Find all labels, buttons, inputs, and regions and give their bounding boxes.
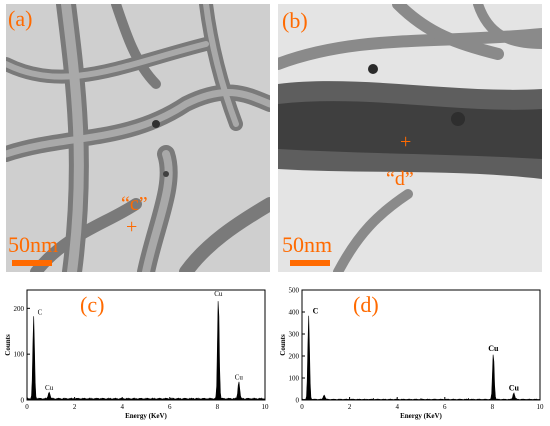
x-tick-label: 2 bbox=[348, 403, 352, 411]
point-marker-c: “c” bbox=[121, 193, 148, 215]
peak-label: Cu bbox=[45, 384, 54, 392]
x-tick-label: 0 bbox=[25, 403, 29, 411]
x-axis-label: Energy (KeV) bbox=[400, 412, 442, 420]
crosshair-d-icon: + bbox=[400, 131, 412, 153]
y-tick-label: 500 bbox=[289, 287, 300, 295]
x-tick-label: 2 bbox=[73, 403, 77, 411]
x-tick-label: 10 bbox=[262, 403, 270, 411]
y-tick-label: 0 bbox=[296, 397, 300, 405]
peak-label: C bbox=[38, 309, 43, 317]
x-tick-label: 6 bbox=[168, 403, 172, 411]
x-tick-label: 6 bbox=[443, 403, 447, 411]
x-tick-label: 10 bbox=[537, 403, 545, 411]
y-tick-label: 0 bbox=[21, 397, 25, 405]
nanotube-texture-a bbox=[6, 4, 270, 272]
eds-spectrum-c: 0 2 4 6 8 10 0 100 200 Energy (KeV) Counts C Cu Cu Cu … bbox=[0, 284, 275, 426]
peak-label: C bbox=[313, 306, 319, 315]
tem-image-b: (b) + “d” 50nm bbox=[278, 4, 542, 272]
panel-label-b: (b) bbox=[282, 8, 308, 33]
scale-text-b: 50nm bbox=[282, 232, 333, 257]
y-axis-label: Counts bbox=[4, 334, 12, 356]
x-tick-label: 0 bbox=[300, 403, 304, 411]
peak-label: Cu bbox=[235, 374, 244, 382]
point-marker-d: “d” bbox=[386, 168, 414, 190]
y-tick-label: 100 bbox=[14, 351, 25, 359]
panel-label-c: (c) bbox=[80, 292, 105, 317]
scale-bar-b bbox=[290, 260, 330, 266]
y-tick-label: 200 bbox=[14, 305, 25, 313]
x-axis-label: Energy (KeV) bbox=[125, 412, 167, 420]
peak-label: Cu bbox=[509, 383, 520, 392]
eds-spectrum-d: 0 2 4 6 8 10 0 100 200 300 400 500 Energy (KeV) Count… bbox=[275, 284, 550, 426]
x-tick-label: 4 bbox=[395, 403, 399, 411]
plot-frame bbox=[301, 289, 541, 401]
spectrum-trace bbox=[301, 315, 541, 401]
y-tick-label: 300 bbox=[289, 331, 300, 339]
x-tick-label: 8 bbox=[216, 403, 220, 411]
plot-frame bbox=[26, 289, 266, 401]
x-tick-label: 4 bbox=[120, 403, 124, 411]
peak-label: Cu bbox=[488, 344, 499, 353]
peak-label: Cu bbox=[214, 290, 223, 298]
spectrum-trace bbox=[26, 301, 266, 401]
y-tick-label: 100 bbox=[289, 375, 300, 383]
scale-text-a: 50nm bbox=[8, 232, 59, 257]
y-tick-label: 400 bbox=[289, 309, 300, 317]
scale-bar-a bbox=[12, 260, 52, 266]
crosshair-c-icon: + bbox=[126, 216, 138, 238]
nanotube-texture-b bbox=[278, 4, 542, 272]
panel-label-a: (a) bbox=[8, 6, 33, 31]
y-axis-label: Counts bbox=[279, 334, 287, 356]
x-tick-label: 8 bbox=[491, 403, 495, 411]
tem-image-a: (a) “c” + 50nm bbox=[6, 4, 270, 272]
y-tick-label: 200 bbox=[289, 353, 300, 361]
panel-label-d: (d) bbox=[353, 292, 379, 317]
